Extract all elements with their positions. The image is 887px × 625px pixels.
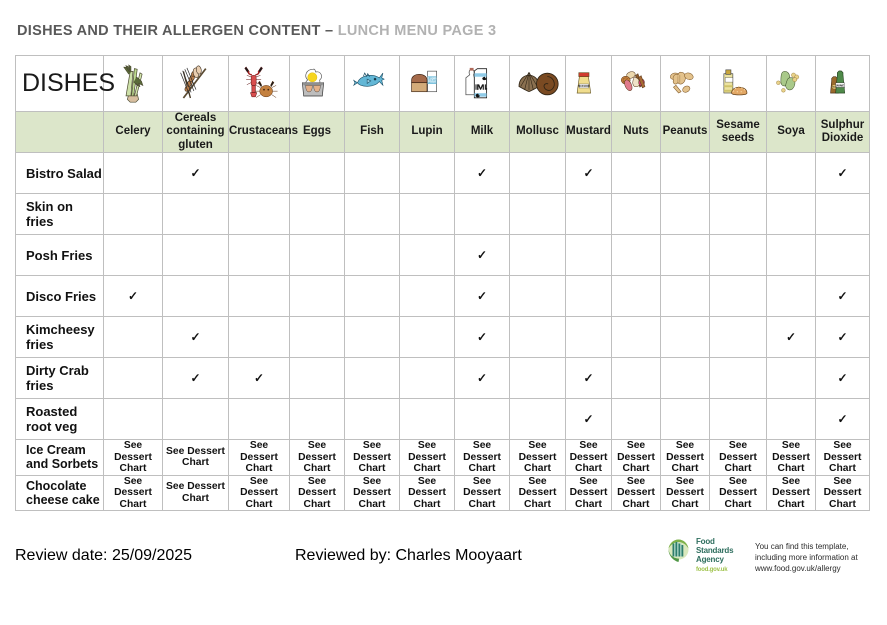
svg-text:MUSTARD: MUSTARD: [578, 84, 589, 87]
svg-text:WINE: WINE: [836, 83, 844, 87]
svg-text:Flour: Flour: [428, 79, 437, 83]
svg-text:Beer: Beer: [832, 86, 836, 88]
